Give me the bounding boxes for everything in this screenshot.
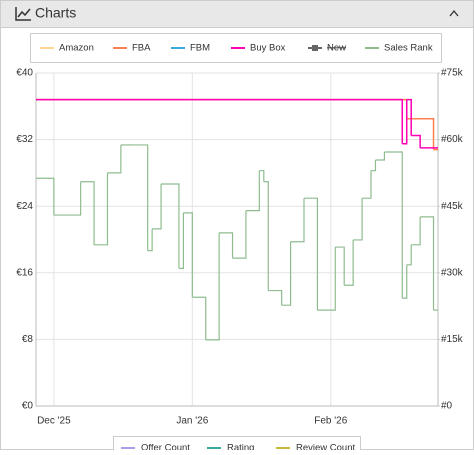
series-step xyxy=(362,170,372,199)
legend-label[interactable]: Offer Count xyxy=(141,443,190,454)
series-step xyxy=(375,152,385,161)
series-step xyxy=(402,264,408,299)
y-tick-label: €24 xyxy=(16,201,33,212)
series-step xyxy=(281,241,292,306)
panel-title: Charts xyxy=(35,5,76,21)
series-step xyxy=(268,289,283,306)
series-step xyxy=(161,183,180,269)
y2-tick-label: #15k xyxy=(441,334,464,345)
x-tick-label: Dec '25 xyxy=(37,416,71,427)
series-step xyxy=(107,144,122,174)
series-step xyxy=(219,232,234,259)
legend-label[interactable]: Sales Rank xyxy=(384,43,433,54)
y-tick-label: €32 xyxy=(16,134,33,145)
y2-tick-label: #60k xyxy=(441,134,464,145)
series-step xyxy=(402,99,408,145)
series-step xyxy=(192,296,207,340)
panel-header[interactable] xyxy=(0,0,474,28)
series-step xyxy=(317,247,336,311)
legend-label[interactable]: Review Count xyxy=(296,443,355,454)
series-step xyxy=(94,172,109,246)
series-step xyxy=(411,134,421,148)
series-step xyxy=(232,210,247,259)
y-tick-label: €8 xyxy=(22,334,34,345)
series-step xyxy=(36,98,404,144)
series-step xyxy=(406,98,412,136)
series-step xyxy=(134,144,149,251)
series-step xyxy=(353,198,363,241)
series-step xyxy=(290,198,305,243)
series-step xyxy=(420,216,435,311)
series-step xyxy=(335,246,345,286)
series-step xyxy=(36,177,55,216)
series-step xyxy=(53,181,82,216)
y2-tick-label: #30k xyxy=(441,267,464,278)
legend-swatch xyxy=(312,45,318,51)
series-step xyxy=(183,212,193,298)
collapse-caret[interactable] xyxy=(449,9,459,17)
series-step xyxy=(371,160,377,172)
series-step xyxy=(304,197,318,311)
series-step xyxy=(263,181,269,291)
y2-tick-label: #75k xyxy=(441,68,464,79)
y-tick-label: €40 xyxy=(16,68,33,79)
legend-label[interactable]: Rating xyxy=(227,443,254,454)
y-tick-label: €16 xyxy=(16,267,33,278)
series-step xyxy=(147,228,153,252)
series-step xyxy=(80,181,95,245)
series-step xyxy=(245,170,260,212)
y2-tick-label: #45k xyxy=(441,201,464,212)
legend-label[interactable]: Buy Box xyxy=(250,43,286,54)
series-step xyxy=(411,216,421,246)
legend-label[interactable]: New xyxy=(327,43,346,54)
legend-label[interactable]: FBA xyxy=(132,43,151,54)
y-tick-label: €0 xyxy=(22,401,34,412)
series-step xyxy=(259,170,265,182)
series-step xyxy=(384,151,403,299)
legend-label[interactable]: Amazon xyxy=(59,43,94,54)
x-tick-label: Feb '26 xyxy=(314,416,347,427)
series-step xyxy=(152,184,162,230)
y2-tick-label: #0 xyxy=(441,401,453,412)
series-step xyxy=(178,212,184,269)
chart-icon xyxy=(15,7,31,21)
series-step xyxy=(406,118,435,150)
series-step xyxy=(344,239,354,286)
legend-label[interactable]: FBM xyxy=(190,43,210,54)
series-step xyxy=(205,232,220,341)
series-step xyxy=(406,244,412,266)
x-tick-label: Jan '26 xyxy=(176,416,208,427)
